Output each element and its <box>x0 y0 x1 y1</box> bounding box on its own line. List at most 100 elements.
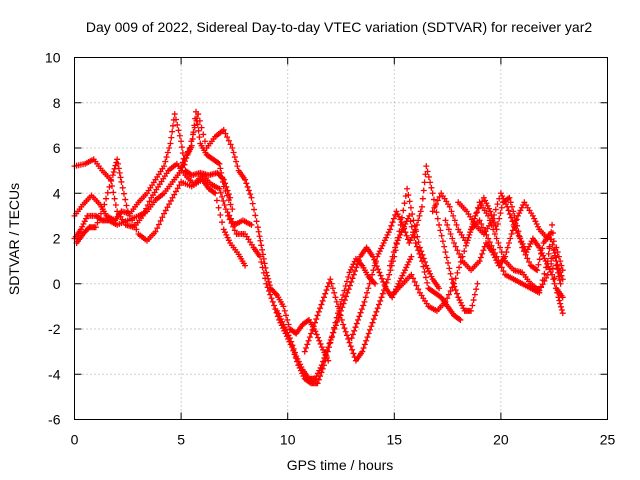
data-point <box>152 228 159 235</box>
data-point <box>415 217 422 224</box>
data-point <box>357 309 364 316</box>
x-tick-label: 15 <box>387 432 403 448</box>
data-point <box>92 224 99 231</box>
y-tick-label: 4 <box>53 185 61 201</box>
data-point <box>288 338 295 345</box>
data-point <box>352 324 359 331</box>
data-point <box>438 232 445 239</box>
data-point <box>225 212 232 219</box>
data-point <box>331 326 338 332</box>
data-point <box>333 298 340 305</box>
data-point <box>401 200 408 207</box>
data-point <box>101 201 108 208</box>
data-point <box>450 279 457 286</box>
data-point <box>369 271 376 278</box>
data-point <box>124 208 131 215</box>
data-point <box>515 232 522 239</box>
data-point <box>201 138 208 145</box>
data-point <box>154 225 161 232</box>
data-point <box>175 127 182 134</box>
data-point <box>259 246 266 253</box>
data-point <box>116 169 123 176</box>
data-point <box>490 246 497 253</box>
data-point <box>346 269 353 276</box>
data-point <box>176 132 183 139</box>
data-point <box>332 322 339 329</box>
data-point <box>457 316 464 323</box>
y-axis-title: SDTVAR / TECUs <box>6 183 22 295</box>
data-point <box>443 254 450 261</box>
data-point <box>328 280 335 287</box>
data-point <box>257 237 264 244</box>
data-point <box>416 250 423 257</box>
data-point <box>479 198 486 205</box>
data-point <box>231 154 238 161</box>
data-point <box>376 269 383 276</box>
data-point <box>541 255 548 262</box>
data-point <box>425 173 432 180</box>
data-point <box>456 297 463 304</box>
data-point <box>517 235 524 242</box>
data-point <box>494 201 501 208</box>
chart-title: Day 009 of 2022, Sidereal Day-to-day VTE… <box>86 19 592 35</box>
data-point <box>558 306 565 313</box>
data-point <box>398 275 405 282</box>
x-axis-title: GPS time / hours <box>287 457 394 473</box>
data-point <box>529 212 536 219</box>
data-point <box>365 330 372 337</box>
data-point <box>489 217 496 224</box>
data-point <box>245 187 252 194</box>
data-point <box>487 208 494 215</box>
data-point <box>455 294 462 301</box>
data-point <box>317 340 324 347</box>
data-point <box>259 264 266 271</box>
data-point <box>161 210 168 217</box>
data-point <box>407 218 414 225</box>
data-point <box>394 211 401 218</box>
tick-layer <box>74 57 608 420</box>
data-point <box>379 242 386 249</box>
data-point <box>196 134 203 141</box>
data-point <box>230 223 237 230</box>
data-point <box>390 215 397 222</box>
data-point <box>498 204 505 211</box>
data-point <box>374 305 381 312</box>
data-point <box>424 279 431 286</box>
y-tick-label: 10 <box>45 50 61 66</box>
data-point <box>437 227 444 234</box>
data-point <box>434 197 441 204</box>
data-point <box>519 240 526 247</box>
data-point <box>247 191 254 198</box>
data-point <box>499 192 506 199</box>
data-point <box>549 230 556 237</box>
data-point <box>384 276 391 283</box>
data-point <box>463 240 470 247</box>
data-point <box>155 221 162 228</box>
data-point <box>474 280 481 287</box>
data-point <box>219 174 226 181</box>
data-point <box>352 268 359 275</box>
data-point <box>450 240 457 247</box>
data-point <box>345 286 352 293</box>
data-point <box>372 312 379 319</box>
data-point <box>408 253 415 260</box>
data-point <box>371 262 378 269</box>
y-tick-label: -2 <box>48 321 61 337</box>
data-point <box>531 215 538 222</box>
data-point <box>229 145 236 151</box>
data-point <box>551 275 558 282</box>
data-point <box>407 237 414 244</box>
data-point <box>520 243 527 250</box>
data-point <box>375 250 382 257</box>
data-point <box>285 332 292 339</box>
data-point <box>417 208 424 215</box>
data-point <box>285 321 292 328</box>
data-point <box>350 350 357 357</box>
data-point <box>83 215 90 222</box>
data-point <box>103 195 110 202</box>
data-point <box>425 268 432 275</box>
data-point <box>447 270 454 277</box>
data-point <box>81 218 88 225</box>
data-point <box>536 289 543 296</box>
data-point <box>349 346 356 353</box>
